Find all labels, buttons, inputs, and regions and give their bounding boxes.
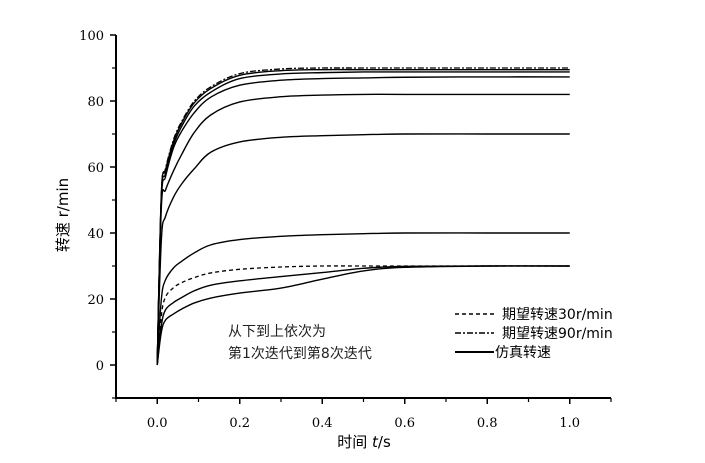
x-tick-label: 0.6 <box>394 416 415 431</box>
legend-label-ref30: 期望转速30r/min <box>502 307 613 323</box>
series-line-iteration-1 <box>156 265 570 366</box>
legend: 期望转速30r/min 期望转速90r/min 仿真转速 <box>455 307 613 361</box>
y-tick-label: 100 <box>79 29 104 44</box>
series-line-dashed-reference <box>156 265 570 366</box>
y-tick-label: 40 <box>87 227 104 242</box>
x-tick-label: 0.4 <box>312 416 333 431</box>
x-tick-label: 0.8 <box>477 416 498 431</box>
series-line-iteration-6 <box>156 76 570 366</box>
x-tick-label: 0.0 <box>147 416 168 431</box>
y-tick-label: 20 <box>87 293 104 308</box>
y-tick-label: 80 <box>87 95 104 110</box>
legend-label-sim: 仿真转速 <box>495 345 551 361</box>
series-line-iteration-7 <box>156 71 570 366</box>
x-axis-label: 时间 t/s <box>337 433 391 451</box>
y-tick-label: 0 <box>96 359 104 374</box>
series-line-iteration-8 <box>156 68 570 366</box>
y-axis-label: 转速 r/min <box>54 178 72 252</box>
x-tick-label: 1.0 <box>559 416 580 431</box>
series-line-iteration-3 <box>156 232 570 366</box>
annotation-line-2: 第1次迭代到第8次迭代 <box>228 345 372 362</box>
y-tick-label: 60 <box>87 161 104 176</box>
series-line-iteration-5 <box>156 93 570 366</box>
series-line-iteration-4 <box>156 133 570 366</box>
annotation-line-1: 从下到上依次为 <box>228 324 326 340</box>
legend-label-ref90: 期望转速90r/min <box>502 326 613 342</box>
series-line-iteration-2 <box>156 265 570 366</box>
series-line-dash-dot-reference <box>156 67 570 366</box>
x-tick-label: 0.2 <box>229 416 250 431</box>
